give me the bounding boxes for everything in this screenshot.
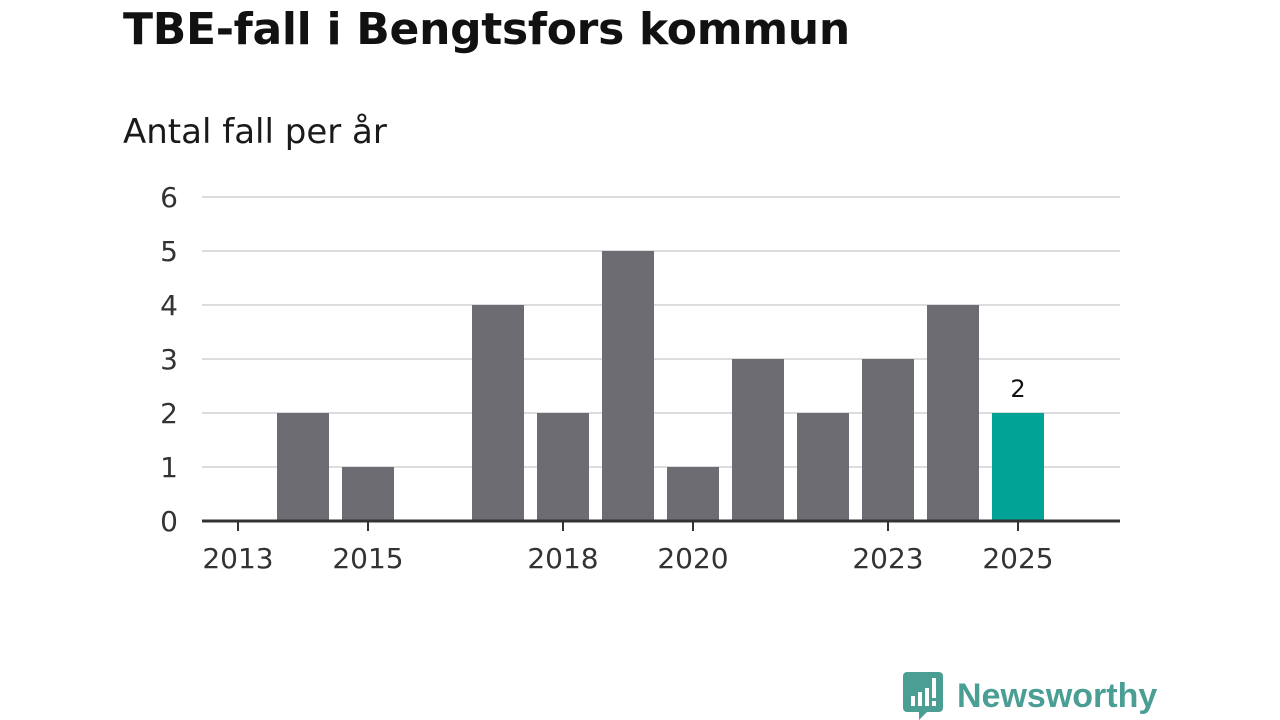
bar-2015 bbox=[342, 467, 394, 521]
y-tick-label-2: 2 bbox=[160, 397, 178, 430]
bar-2025 bbox=[992, 413, 1044, 521]
x-tick-label-2018: 2018 bbox=[527, 542, 598, 575]
x-tick-label-2013: 2013 bbox=[202, 542, 273, 575]
bar-2018 bbox=[537, 413, 589, 521]
bar-2020 bbox=[667, 467, 719, 521]
y-tick-label-6: 6 bbox=[160, 181, 178, 214]
bar-2024 bbox=[927, 305, 979, 521]
data-label-2025: 2 bbox=[1010, 375, 1025, 403]
newsworthy-logo-icon bbox=[903, 672, 943, 720]
bar-2019 bbox=[602, 251, 654, 521]
x-tick-label-2015: 2015 bbox=[332, 542, 403, 575]
chart-subtitle: Antal fall per år bbox=[123, 112, 387, 152]
y-tick-label-4: 4 bbox=[160, 289, 178, 322]
bar-2023 bbox=[862, 359, 914, 521]
bar-2021 bbox=[732, 359, 784, 521]
bar-2022 bbox=[797, 413, 849, 521]
bar-2014 bbox=[277, 413, 329, 521]
chart-title: TBE-fall i Bengtsfors kommun bbox=[123, 4, 850, 55]
y-tick-label-1: 1 bbox=[160, 451, 178, 484]
x-tick-label-2025: 2025 bbox=[982, 542, 1053, 575]
x-tick-label-2023: 2023 bbox=[852, 542, 923, 575]
bar-2017 bbox=[472, 305, 524, 521]
newsworthy-logo-text: Newsworthy bbox=[957, 676, 1158, 715]
x-tick-label-2020: 2020 bbox=[657, 542, 728, 575]
y-tick-label-3: 3 bbox=[160, 343, 178, 376]
y-tick-label-5: 5 bbox=[160, 235, 178, 268]
y-tick-label-0: 0 bbox=[160, 505, 178, 538]
newsworthy-logo: Newsworthy bbox=[903, 672, 1157, 720]
